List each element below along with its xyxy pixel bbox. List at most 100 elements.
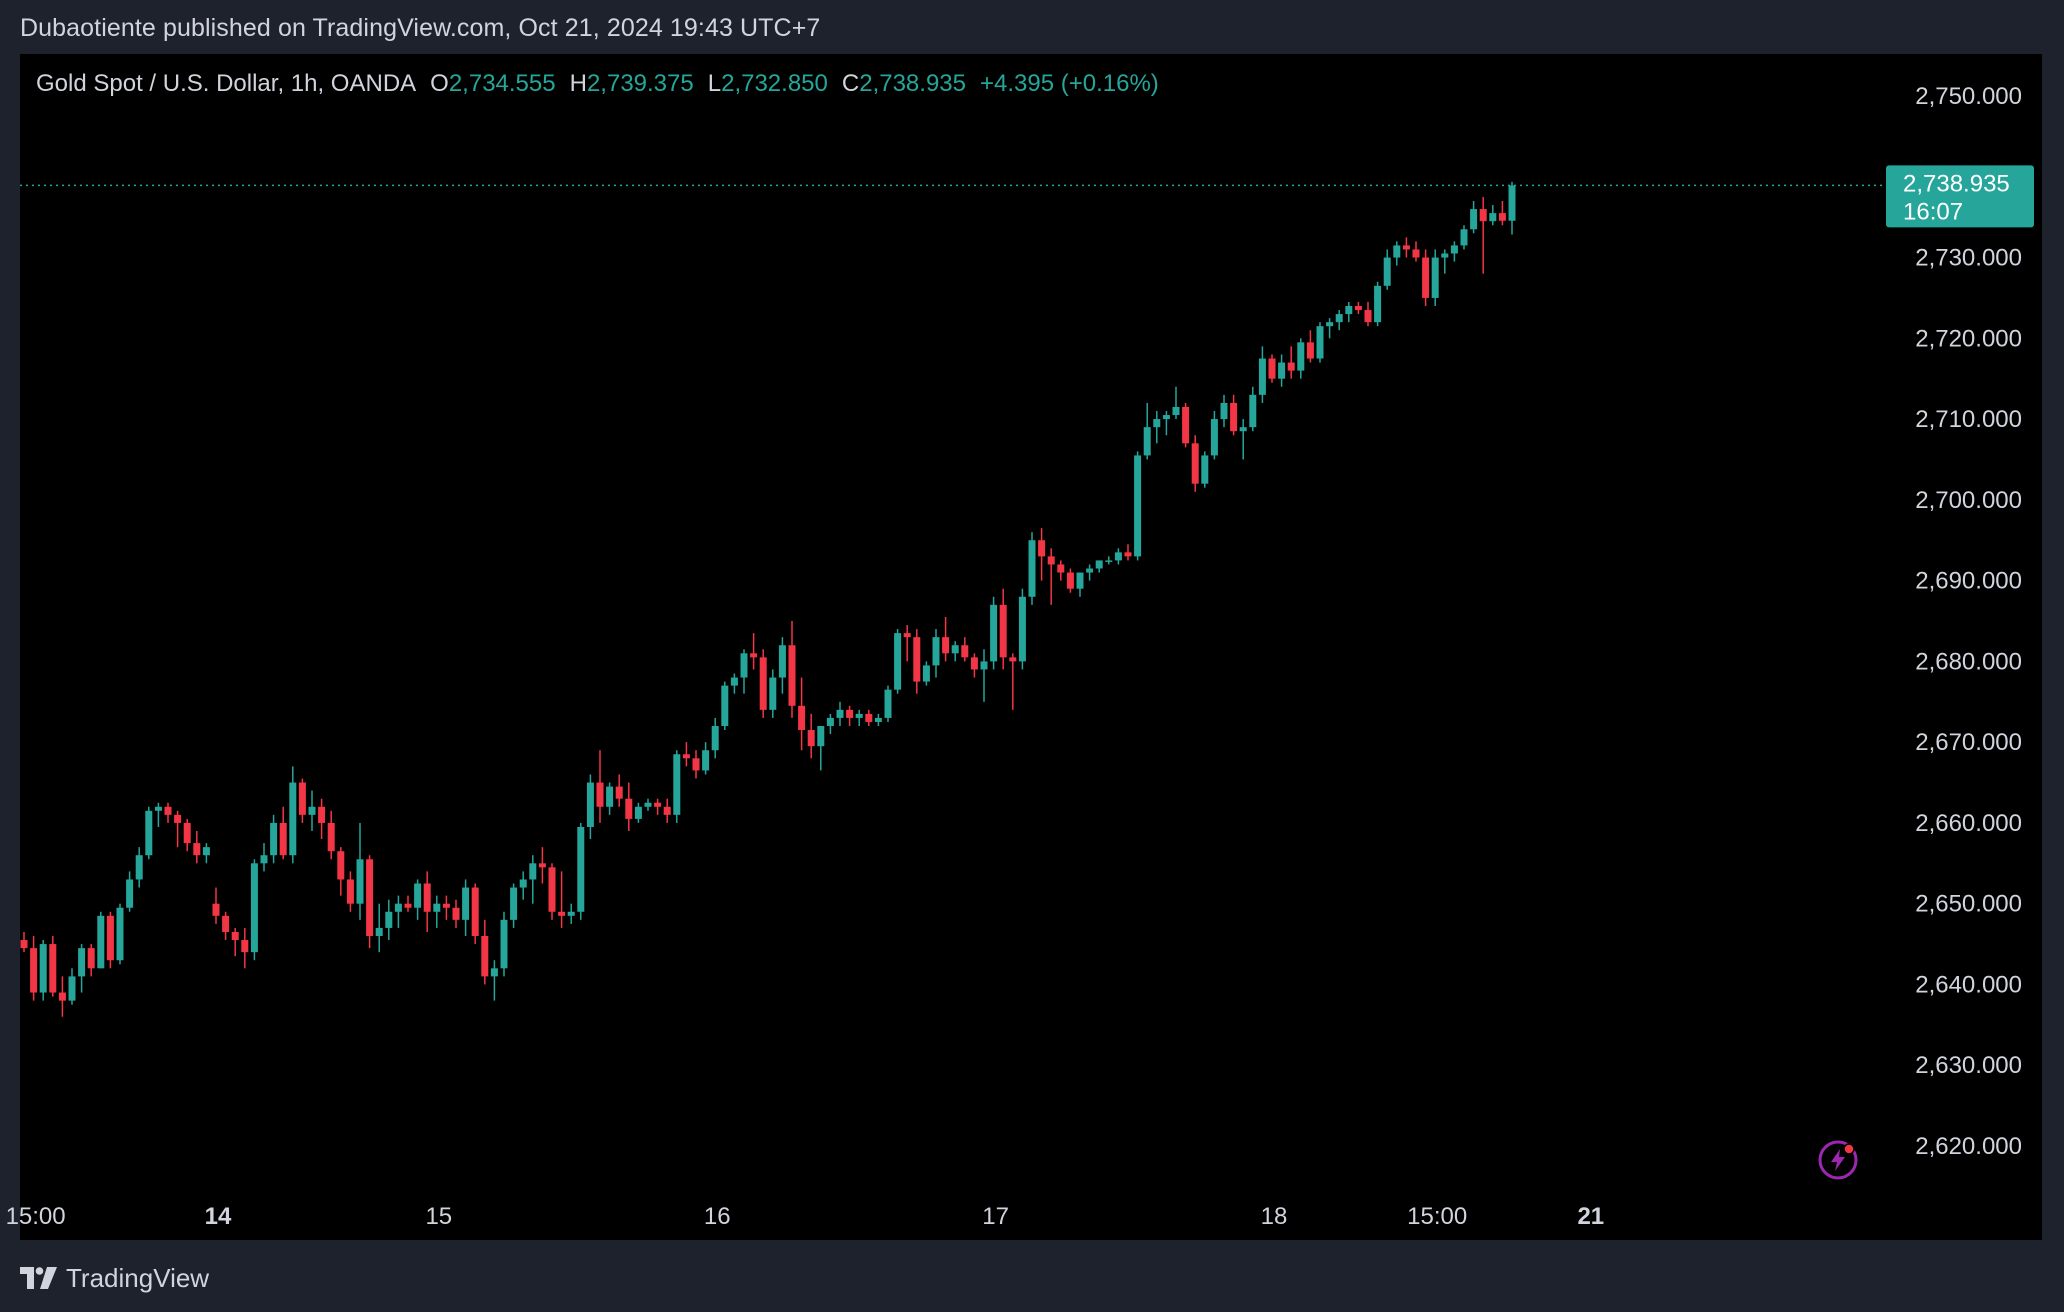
candle-body	[20, 940, 28, 949]
candle	[1191, 435, 1199, 492]
candle-body	[279, 822, 287, 856]
candle	[721, 681, 729, 731]
candle-body	[567, 911, 575, 916]
candle-body	[1239, 427, 1247, 432]
candle-body	[596, 782, 604, 807]
candle-body	[769, 677, 777, 710]
candle	[1018, 588, 1026, 670]
candle-body	[740, 653, 748, 678]
candle-body	[1508, 185, 1516, 221]
candle-body	[1182, 406, 1190, 444]
candle-body	[548, 867, 556, 912]
candle	[471, 883, 479, 945]
candle-body	[1038, 540, 1046, 557]
candle	[433, 895, 441, 928]
candle	[1297, 338, 1305, 379]
candle	[951, 641, 959, 662]
candle-body	[606, 786, 614, 807]
candle	[164, 802, 172, 823]
candle-body	[654, 802, 662, 807]
close-label: C	[841, 70, 860, 97]
candle	[222, 911, 230, 941]
candle	[529, 855, 537, 904]
candle-body	[663, 806, 671, 815]
candle	[1335, 310, 1343, 331]
candle	[135, 847, 143, 888]
change-value: +4.395 (+0.16%)	[980, 70, 1159, 97]
tradingview-brand[interactable]: TradingView	[66, 1262, 210, 1293]
candle-body	[634, 806, 642, 819]
candle	[260, 843, 268, 872]
price-tick-label: 2,630.000	[1915, 1052, 2022, 1079]
candle-body	[404, 903, 412, 908]
candle-body	[500, 919, 508, 969]
candle	[519, 871, 527, 900]
candle	[452, 899, 460, 928]
candle-body	[1201, 455, 1209, 484]
candle	[510, 883, 518, 928]
low-value: 2,732.850	[721, 70, 828, 97]
candle	[1009, 653, 1017, 710]
candle-body	[586, 782, 594, 827]
candle-body	[1268, 358, 1276, 379]
candle	[39, 940, 47, 1001]
candle	[596, 750, 604, 823]
candle-body	[615, 786, 623, 799]
candle	[1143, 402, 1151, 460]
candle-body	[644, 802, 652, 807]
candle	[711, 717, 719, 759]
candle	[78, 944, 86, 993]
candle-body	[846, 709, 854, 718]
last-price-tag[interactable]	[1886, 165, 2034, 228]
symbol-label[interactable]: Gold Spot / U.S. Dollar, 1h, OANDA	[36, 70, 417, 97]
candle	[1354, 301, 1362, 315]
candle	[30, 936, 38, 1001]
candle	[1306, 330, 1314, 363]
candle	[1028, 532, 1036, 605]
candle	[1201, 451, 1209, 488]
price-axis: 2,620.000 2,630.000 2,640.000 2,650.000 2,66…	[1915, 83, 2022, 1160]
candle	[500, 911, 508, 977]
candle-body	[1412, 249, 1420, 258]
candle-body	[289, 782, 297, 856]
candle-body	[442, 903, 450, 908]
price-tick-label: 2,700.000	[1915, 487, 2022, 514]
time-tick-label: 15	[425, 1203, 452, 1230]
candle	[961, 637, 969, 662]
candle-body	[1124, 552, 1132, 557]
candle-body	[202, 847, 210, 856]
candle	[423, 871, 431, 932]
time-tick-label: 15:00	[6, 1203, 66, 1230]
candle-body	[49, 944, 57, 993]
lightning-alert-icon[interactable]	[1818, 1140, 1858, 1180]
candle-body	[58, 992, 66, 1001]
candle	[990, 596, 998, 670]
candle-body	[308, 806, 316, 815]
candle	[1374, 281, 1382, 327]
candle	[154, 802, 162, 827]
candle	[481, 919, 489, 985]
candle-body	[452, 907, 460, 920]
candle	[106, 911, 114, 969]
tradingview-logo-icon[interactable]	[20, 1267, 58, 1289]
candle	[1076, 572, 1084, 597]
candle-body	[135, 855, 143, 880]
candle	[548, 863, 556, 920]
close-value: 2,738.935	[859, 70, 966, 97]
candle-body	[174, 814, 182, 823]
time-tick-label: 21	[1577, 1203, 1604, 1230]
candle	[625, 782, 633, 831]
candle-body	[1153, 419, 1161, 428]
candle	[68, 968, 76, 1005]
candle	[1393, 241, 1401, 266]
candle	[1153, 411, 1161, 444]
candle	[385, 899, 393, 941]
candle-body	[932, 637, 940, 666]
candle	[615, 774, 623, 807]
candle	[826, 713, 834, 735]
chart-area[interactable]	[20, 54, 2042, 1240]
open-label: O	[430, 70, 449, 97]
candle-body	[558, 911, 566, 916]
